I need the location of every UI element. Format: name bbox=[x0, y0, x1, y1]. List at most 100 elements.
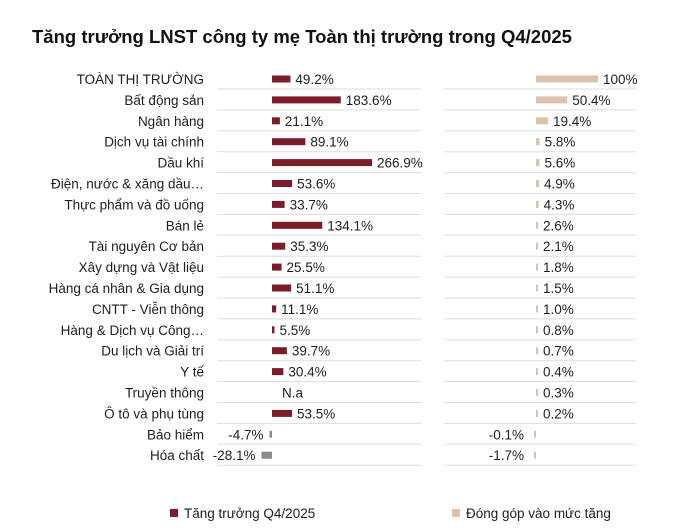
growth-data-label: -28.1% bbox=[213, 448, 256, 463]
legend-item-contribution: Đóng góp vào mức tăng bbox=[452, 506, 611, 521]
category-label: Bán lẻ bbox=[166, 218, 204, 233]
growth-bar bbox=[272, 242, 286, 250]
contribution-bar bbox=[536, 117, 549, 125]
contribution-bar bbox=[536, 221, 538, 229]
growth-data-label: 35.3% bbox=[290, 239, 328, 254]
growth-bar bbox=[272, 409, 293, 417]
contribution-bar bbox=[536, 347, 538, 355]
contribution-data-label: 0.7% bbox=[543, 344, 574, 359]
contribution-data-label: 0.4% bbox=[543, 365, 574, 380]
growth-bar bbox=[272, 326, 275, 334]
growth-data-label: 134.1% bbox=[327, 218, 373, 233]
contribution-data-label: 19.4% bbox=[553, 114, 591, 129]
contribution-data-label: 4.9% bbox=[544, 177, 575, 192]
growth-bar bbox=[272, 138, 306, 146]
contribution-series: 100% 50.4% 19.4% 5.8% 5.6% 4.9% 4.3% 2.6% 2.1% 1.… bbox=[489, 72, 638, 463]
growth-data-label: 51.1% bbox=[296, 281, 334, 296]
growth-data-label: -4.7% bbox=[228, 427, 263, 442]
category-labels: TOÀN THỊ TRƯỜNG Bất động sản Ngân hàng Dịch… bbox=[49, 72, 205, 463]
category-label: TOÀN THỊ TRƯỜNG bbox=[77, 72, 204, 87]
category-label: Du lịch và Giải trí bbox=[101, 344, 204, 359]
growth-data-label: 30.4% bbox=[288, 365, 326, 380]
growth-data-label: 266.9% bbox=[377, 156, 423, 171]
contribution-bar bbox=[536, 138, 540, 146]
contribution-bar bbox=[536, 159, 540, 167]
growth-data-label: 89.1% bbox=[310, 135, 348, 150]
contribution-bar bbox=[536, 242, 538, 250]
contribution-data-label: 4.3% bbox=[544, 197, 575, 212]
growth-bar bbox=[272, 284, 292, 292]
legend-swatch-contribution bbox=[452, 509, 460, 517]
category-label: Thực phẩm và đồ uống bbox=[64, 197, 204, 212]
category-label: CNTT - Viễn thông bbox=[92, 302, 204, 317]
contribution-bar bbox=[536, 409, 538, 417]
gridlines bbox=[217, 88, 636, 466]
category-label: Hàng & Dịch vụ Công… bbox=[61, 323, 204, 338]
growth-data-label: 39.7% bbox=[292, 344, 330, 359]
bar-chart: TOÀN THỊ TRƯỜNG Bất động sản Ngân hàng Dịch… bbox=[49, 72, 638, 466]
growth-data-label: 11.1% bbox=[281, 302, 318, 317]
category-label: Dầu khí bbox=[157, 156, 204, 171]
growth-bar bbox=[272, 263, 282, 271]
contribution-bar bbox=[536, 96, 568, 104]
contribution-bar bbox=[534, 451, 536, 459]
category-label: Truyền thông bbox=[125, 386, 204, 401]
growth-bar bbox=[272, 117, 280, 125]
legend-item-growth: Tăng trưởng Q4/2025 bbox=[170, 506, 315, 521]
growth-data-label: 53.5% bbox=[297, 406, 335, 421]
growth-data-label: 25.5% bbox=[287, 260, 325, 275]
legend-label-growth: Tăng trưởng Q4/2025 bbox=[184, 506, 316, 521]
growth-data-label: N.a bbox=[282, 386, 304, 401]
growth-data-label: 21.1% bbox=[285, 114, 323, 129]
growth-bar bbox=[272, 368, 284, 376]
contribution-data-label: 1.8% bbox=[543, 260, 574, 275]
category-label: Ô tô và phụ tùng bbox=[104, 406, 204, 421]
growth-bar bbox=[272, 159, 372, 167]
legend-label-contribution: Đóng góp vào mức tăng bbox=[466, 506, 611, 521]
category-label: Ngân hàng bbox=[138, 114, 204, 129]
contribution-data-label: 100% bbox=[603, 72, 638, 87]
legend-swatch-growth bbox=[170, 509, 178, 517]
category-label: Điện, nước & xăng dầu… bbox=[51, 177, 204, 192]
contribution-bar bbox=[536, 305, 538, 313]
contribution-data-label: 0.8% bbox=[543, 323, 574, 338]
category-label: Xây dựng và Vật liệu bbox=[79, 260, 204, 275]
category-label: Tài nguyên Cơ bản bbox=[89, 239, 204, 254]
growth-bar bbox=[272, 305, 277, 313]
contribution-data-label: 5.6% bbox=[544, 156, 575, 171]
category-label: Dịch vụ tài chính bbox=[104, 135, 204, 150]
contribution-bar bbox=[536, 326, 538, 334]
contribution-data-label: 2.1% bbox=[543, 239, 574, 254]
contribution-data-label: -0.1% bbox=[489, 427, 524, 442]
growth-bar bbox=[261, 451, 272, 459]
growth-bar bbox=[272, 75, 291, 83]
chart-title: Tăng trưởng LNST công ty mẹ Toàn thị trư… bbox=[32, 26, 572, 47]
contribution-bar bbox=[536, 263, 538, 271]
category-label: Bảo hiểm bbox=[147, 427, 204, 442]
contribution-bar bbox=[534, 430, 536, 438]
contribution-data-label: 1.0% bbox=[543, 302, 574, 317]
growth-bar bbox=[272, 200, 285, 208]
growth-bar bbox=[272, 221, 323, 229]
contribution-data-label: 0.3% bbox=[543, 386, 574, 401]
growth-bar bbox=[272, 347, 287, 355]
growth-data-label: 5.5% bbox=[280, 323, 311, 338]
contribution-data-label: 5.8% bbox=[545, 135, 576, 150]
growth-data-label: 53.6% bbox=[297, 177, 335, 192]
growth-bar bbox=[269, 430, 272, 438]
growth-data-label: 49.2% bbox=[295, 72, 333, 87]
contribution-data-label: 0.2% bbox=[543, 406, 574, 421]
growth-bar bbox=[272, 96, 341, 104]
contribution-bar bbox=[536, 389, 538, 396]
contribution-bar bbox=[536, 75, 598, 83]
category-label: Bất động sản bbox=[124, 93, 204, 108]
growth-bar bbox=[272, 180, 293, 187]
contribution-data-label: 50.4% bbox=[572, 93, 610, 108]
contribution-data-label: 1.5% bbox=[543, 281, 574, 296]
contribution-data-label: -1.7% bbox=[489, 448, 524, 463]
contribution-data-label: 2.6% bbox=[543, 218, 574, 233]
growth-series: 49.2% 183.6% 21.1% 89.1% 266.9% 53.6% 33.7% 134… bbox=[213, 72, 423, 463]
category-label: Hàng cá nhân & Gia dụng bbox=[49, 281, 204, 296]
contribution-bar bbox=[536, 200, 539, 208]
growth-data-label: 33.7% bbox=[290, 197, 328, 212]
